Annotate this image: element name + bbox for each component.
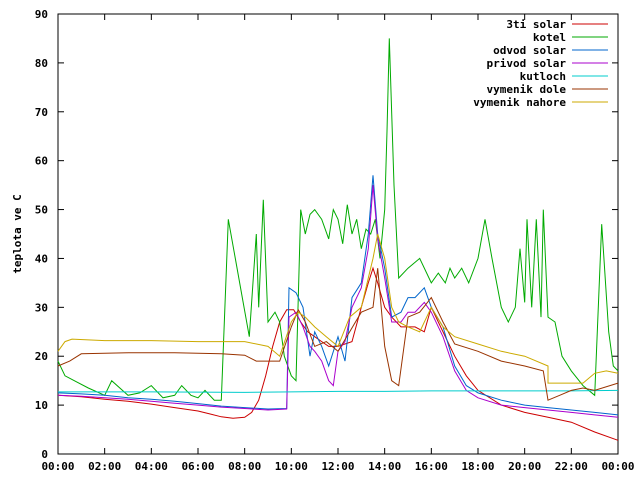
series-line-kotel <box>57 38 619 401</box>
legend-label-kotel: kotel <box>533 31 566 44</box>
series-line-odvod-solar <box>57 175 619 416</box>
x-tick-label: 08:00 <box>228 460 261 473</box>
x-tick-label: 14:00 <box>368 460 401 473</box>
legend-label-vymenik-dole: vymenik dole <box>487 83 567 96</box>
series-line-privod-solar <box>57 185 619 418</box>
y-tick-label: 50 <box>35 204 48 217</box>
y-tick-label: 60 <box>35 155 48 168</box>
y-tick-label: 70 <box>35 106 48 119</box>
y-tick-label: 40 <box>35 252 48 265</box>
x-tick-label: 10:00 <box>275 460 308 473</box>
x-tick-label: 12:00 <box>321 460 354 473</box>
x-tick-label: 04:00 <box>135 460 168 473</box>
series-line-vymenik-nahore <box>57 233 619 384</box>
y-tick-label: 30 <box>35 301 48 314</box>
legend-label-kutloch: kutloch <box>520 70 566 83</box>
y-axis-label: teplota ve C <box>11 194 24 273</box>
series-line-vymenik-dole <box>57 268 619 401</box>
x-tick-label: 00:00 <box>601 460 634 473</box>
y-axis-ticks: 0 10 20 30 40 50 60 70 80 90 <box>35 8 618 461</box>
x-axis-ticks: 00:00 02:00 04:00 06:00 08:00 10:00 12:00 14:00… <box>41 14 635 473</box>
series-lines <box>57 38 619 441</box>
legend-label-vymenik-nahore: vymenik nahore <box>473 96 566 109</box>
legend-label-odvod-solar: odvod solar <box>493 44 566 57</box>
y-tick-label: 20 <box>35 350 48 363</box>
series-line-kutloch <box>58 389 619 393</box>
x-tick-label: 20:00 <box>508 460 541 473</box>
x-tick-label: 18:00 <box>461 460 494 473</box>
x-tick-label: 00:00 <box>41 460 74 473</box>
x-tick-label: 02:00 <box>88 460 121 473</box>
y-tick-label: 10 <box>35 399 48 412</box>
y-tick-label: 0 <box>41 448 48 461</box>
y-tick-label: 80 <box>35 57 48 70</box>
legend-label-privod-solar: privod solar <box>487 57 567 70</box>
legend-label-3ti-solar: 3ti solar <box>506 18 566 31</box>
y-tick-label: 90 <box>35 8 48 21</box>
x-tick-label: 16:00 <box>415 460 448 473</box>
x-tick-label: 06:00 <box>181 460 214 473</box>
x-tick-label: 22:00 <box>555 460 588 473</box>
